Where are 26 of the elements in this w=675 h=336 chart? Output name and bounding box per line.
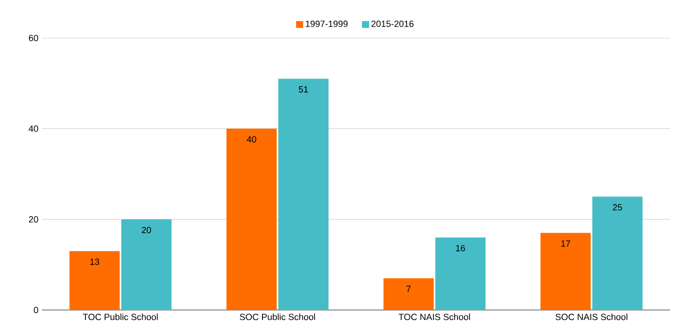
y-tick-label: 20 — [28, 216, 38, 223]
x-tick-label: TOC NAIS School — [398, 314, 470, 320]
bar — [69, 251, 120, 310]
bar — [592, 196, 643, 310]
legend-label: 2015-2016 — [372, 20, 414, 27]
data-label: 25 — [612, 204, 622, 211]
x-tick-label: SOC NAIS School — [556, 314, 628, 320]
bar — [278, 78, 329, 310]
data-label: 51 — [298, 86, 308, 93]
data-label: 13 — [90, 258, 100, 265]
data-label: 7 — [406, 286, 411, 292]
legend-label: 1997-1999 — [306, 20, 348, 27]
bar — [226, 128, 277, 310]
data-label: 40 — [246, 136, 256, 143]
bar — [383, 278, 434, 310]
y-tick-label: 60 — [28, 34, 38, 42]
y-tick-label: 40 — [28, 125, 38, 132]
data-label: 16 — [456, 244, 465, 252]
bar — [435, 237, 486, 310]
data-label: 17 — [561, 240, 570, 247]
bar — [540, 232, 591, 310]
x-tick-label: TOC Public School — [82, 314, 158, 320]
x-tick-label: SOC Public School — [240, 314, 316, 320]
data-label: 20 — [142, 226, 152, 234]
bar — [121, 219, 172, 310]
y-tick-label: 0 — [34, 306, 38, 314]
